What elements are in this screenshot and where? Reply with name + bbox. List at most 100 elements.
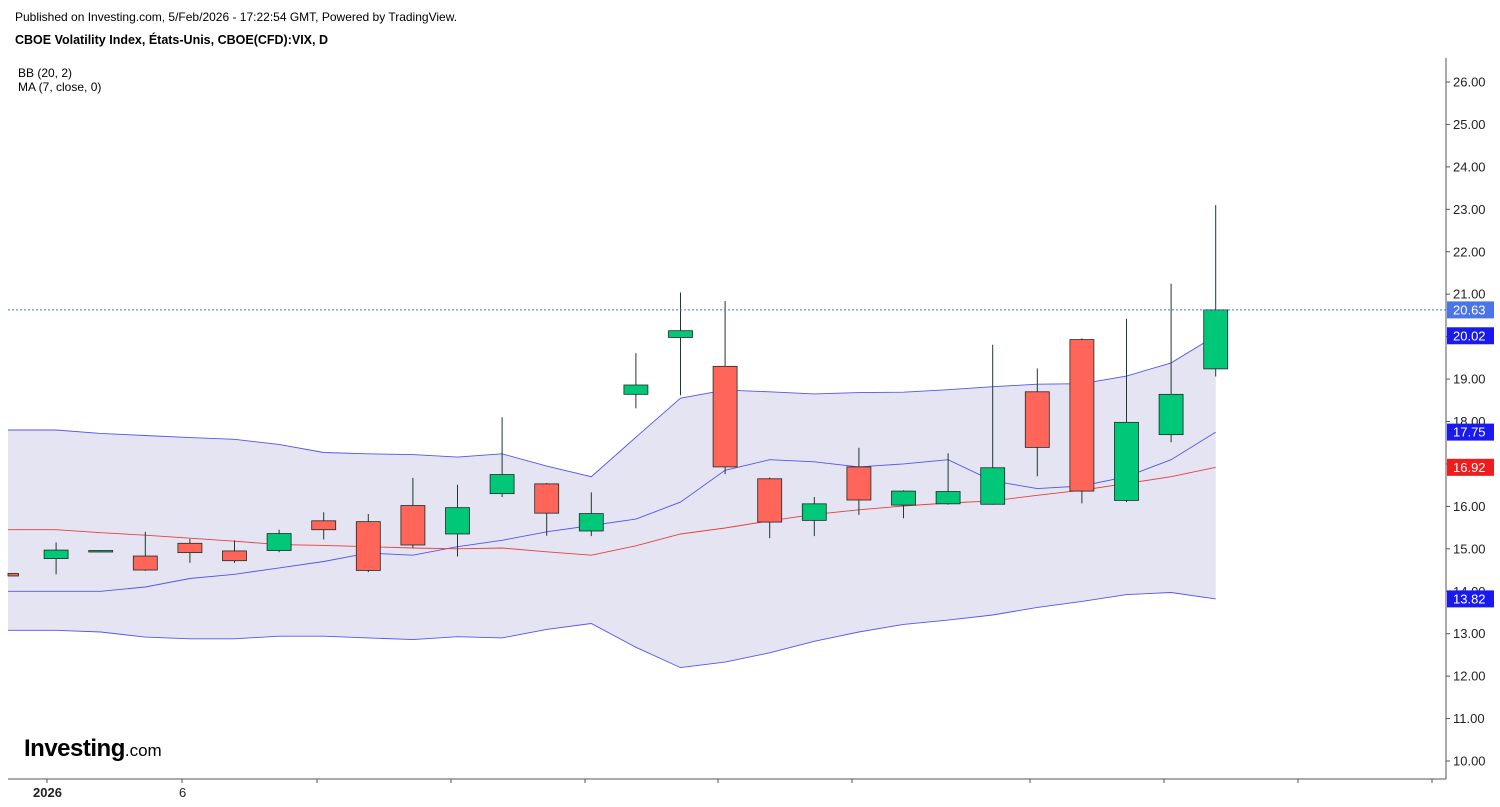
candle-body	[88, 550, 114, 553]
legend-moving-average[interactable]: MA (7, close, 0)	[18, 80, 102, 94]
candle	[132, 531, 158, 571]
candle	[177, 539, 203, 563]
ma-line	[8, 466, 1216, 556]
candle	[7, 573, 19, 577]
candle-body	[266, 533, 292, 551]
candle-body	[801, 503, 827, 521]
candle	[891, 490, 916, 519]
candle-body	[757, 478, 783, 523]
price-tick-label: 19.00	[1453, 372, 1486, 387]
price-tick-label: 26.00	[1453, 75, 1486, 90]
candle	[846, 447, 872, 515]
candle-body	[43, 549, 69, 559]
bollinger-band-area	[8, 335, 1216, 668]
candle-body	[1024, 391, 1050, 448]
candle	[1024, 368, 1050, 477]
candle-body	[668, 330, 693, 338]
bb-fill	[8, 335, 1216, 668]
price-label-box	[1447, 423, 1494, 441]
candle-body	[846, 466, 872, 501]
candle-body	[1203, 309, 1229, 370]
price-label: 20.63	[1447, 301, 1494, 319]
candle-body	[578, 513, 604, 532]
price-tick-label: 24.00	[1453, 159, 1486, 174]
candle	[757, 477, 783, 539]
bb-lower-line	[8, 592, 1216, 669]
candle	[1114, 318, 1139, 503]
candle	[311, 512, 337, 540]
candle-body	[400, 505, 426, 546]
candle-body	[1114, 421, 1139, 501]
candle-body	[311, 520, 337, 531]
logo-suffix: .com	[124, 741, 162, 760]
candle	[623, 353, 649, 409]
bb-basis-line	[8, 431, 1216, 592]
time-tick-label: 6	[179, 785, 186, 800]
bb-upper-line	[8, 335, 1216, 478]
legend-bollinger[interactable]: BB (20, 2)	[18, 66, 73, 80]
candle	[445, 484, 470, 557]
candle	[534, 483, 560, 536]
price-label-box	[1447, 458, 1494, 476]
price-label-text: 16.92	[1453, 460, 1486, 475]
candle-body	[712, 365, 738, 468]
candle	[801, 497, 827, 537]
candles	[7, 205, 1229, 577]
candle	[400, 477, 426, 548]
candle-body	[177, 542, 203, 554]
indicator-lines	[8, 335, 1216, 669]
time-tick-label: 2026	[33, 785, 62, 800]
candle	[578, 492, 604, 537]
investing-logo: Investing.com	[24, 735, 162, 763]
candle	[43, 542, 69, 575]
price-tick-label: 11.00	[1453, 711, 1485, 726]
candle-body	[534, 483, 560, 514]
candle-body	[891, 490, 916, 506]
price-tick-label: 25.00	[1453, 117, 1486, 132]
price-tick-label: 16.00	[1453, 499, 1486, 514]
price-label-text: 13.82	[1453, 591, 1486, 606]
price-tick-label: 12.00	[1453, 669, 1486, 684]
price-tick-label: 22.00	[1453, 244, 1486, 259]
candle-body	[1158, 393, 1184, 436]
price-tick-label: 13.00	[1453, 626, 1486, 641]
candle	[712, 300, 738, 475]
time-axis: 2026 6	[8, 778, 1446, 800]
candle	[1069, 338, 1095, 504]
candle-body	[935, 491, 961, 505]
price-label-box	[1447, 327, 1494, 345]
price-tick-label: 23.00	[1453, 202, 1486, 217]
price-label-text: 20.63	[1453, 302, 1486, 317]
candle-body	[222, 550, 247, 562]
price-label: 13.82	[1447, 590, 1494, 608]
candle-body	[1069, 339, 1095, 492]
candle-body	[980, 467, 1006, 505]
candle	[668, 292, 693, 396]
price-tick-label: 10.00	[1453, 754, 1486, 769]
price-label: 16.92	[1447, 458, 1494, 476]
price-tick-label: 21.00	[1453, 287, 1486, 302]
candle	[222, 540, 247, 563]
candle-body	[445, 507, 470, 535]
candle	[980, 344, 1006, 505]
candle	[935, 453, 961, 505]
price-label-text: 17.75	[1453, 425, 1486, 440]
symbol-title: CBOE Volatility Index, États-Unis, CBOE(…	[15, 33, 328, 47]
published-info: Published on Investing.com, 5/Feb/2026 -…	[15, 10, 458, 24]
candle-body	[7, 573, 19, 577]
price-label: 17.75	[1447, 423, 1494, 441]
candle	[266, 529, 292, 553]
logo-main: Investing	[24, 735, 125, 762]
candle	[355, 514, 381, 573]
price-tick-label: 15.00	[1453, 541, 1486, 556]
candle	[88, 550, 114, 553]
price-label: 20.02	[1447, 327, 1494, 345]
candle-body	[132, 555, 158, 571]
candle	[1203, 205, 1229, 377]
price-label-box	[1447, 301, 1494, 319]
price-label-box	[1447, 590, 1494, 608]
candle	[489, 417, 515, 498]
candle-body	[489, 474, 515, 495]
candle	[1158, 283, 1184, 443]
